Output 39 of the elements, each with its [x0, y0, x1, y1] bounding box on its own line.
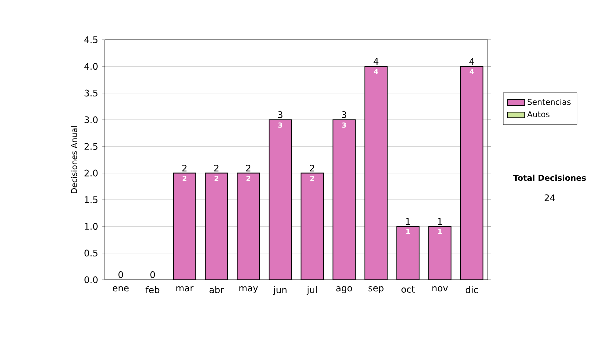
- total-label: 2: [214, 164, 219, 172]
- legend-label: Autos: [527, 112, 550, 118]
- y-axis-title: Decisiones Anual: [71, 126, 78, 194]
- y-tick-label: 3.0: [84, 116, 98, 124]
- total-label: 3: [278, 111, 283, 118]
- total-label: 3: [342, 111, 347, 118]
- total-label: 1: [406, 218, 410, 225]
- total-label: 2: [182, 164, 187, 172]
- total-label: 4: [374, 58, 379, 65]
- y-tick-label: 4.0: [84, 63, 98, 70]
- x-tick-label: mar: [176, 286, 194, 292]
- y-tick-label: 1.0: [85, 223, 98, 230]
- y-tick-label: 2.0: [84, 170, 98, 177]
- x-tick-label: ene: [113, 286, 129, 292]
- total-label: 4: [470, 58, 474, 65]
- y-tick-label: 3.5: [84, 90, 98, 97]
- text: 24: [544, 194, 556, 202]
- x-tick-label: jul: [306, 286, 317, 296]
- x-tick-label: oct: [402, 286, 415, 293]
- x-tick-label: jun: [273, 286, 287, 296]
- y-tick-label: 0.0: [84, 276, 98, 284]
- total-label: 0: [118, 271, 124, 278]
- x-tick-label: feb: [146, 286, 160, 294]
- x-tick-label: may: [240, 286, 258, 294]
- x-tick-label: abr: [210, 286, 224, 294]
- y-tick-label: 2.5: [84, 143, 98, 150]
- x-tick-label: dic: [466, 286, 478, 294]
- total-label: 2: [310, 164, 314, 172]
- y-tick-label: 0.5: [84, 250, 98, 257]
- x-tick-label: sep: [368, 286, 384, 294]
- total-label: 1: [438, 218, 442, 225]
- y-tick-label: 4.5: [84, 36, 98, 44]
- x-tick-label: nov: [432, 286, 448, 292]
- legend-label: Sentencias: [528, 99, 571, 106]
- total-label: 2: [246, 164, 251, 172]
- text: Total Decisiones: [513, 174, 586, 182]
- total-label: 0: [150, 271, 156, 278]
- y-tick-label: 1.5: [85, 196, 98, 204]
- x-tick-label: ago: [336, 286, 352, 294]
